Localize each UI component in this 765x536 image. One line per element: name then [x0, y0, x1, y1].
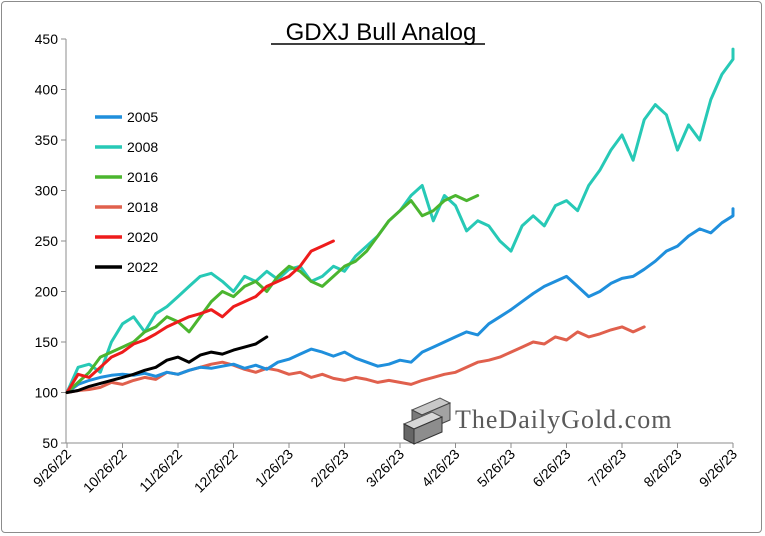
x-tick-label: 4/26/23	[418, 446, 462, 490]
y-tick-label: 50	[42, 435, 58, 451]
legend-label-2022: 2022	[127, 259, 158, 275]
series-line-2016	[65, 194, 480, 394]
x-tick-label: 9/26/22	[30, 446, 74, 490]
x-tick-label: 10/26/22	[80, 446, 130, 496]
x-tick-label: 2/26/23	[307, 446, 351, 490]
legend-label-2018: 2018	[127, 199, 158, 215]
x-axis: 9/26/22 10/26/22 11/26/22 12/26/22 1/26/23 2/…	[30, 442, 740, 496]
legend-label-2020: 2020	[127, 229, 158, 245]
x-tick-label: 9/26/23	[696, 446, 740, 490]
x-tick-label: 3/26/23	[363, 446, 407, 490]
series-line-2005	[65, 207, 735, 394]
y-tick-label: 200	[35, 284, 59, 300]
x-tick-label: 1/26/23	[252, 446, 296, 490]
x-tick-label: 7/26/23	[585, 446, 629, 490]
gold-bars-logo-icon	[402, 397, 452, 445]
y-tick-label: 450	[35, 31, 59, 47]
x-tick-label: 11/26/22	[136, 446, 185, 495]
legend-label-2008: 2008	[127, 139, 158, 155]
series-lines	[65, 47, 735, 394]
y-tick-label: 150	[35, 334, 59, 350]
legend-label-2005: 2005	[127, 109, 158, 125]
watermark-text: TheDailyGold.com	[455, 405, 672, 434]
series-line-2008	[65, 47, 735, 394]
y-tick-label: 300	[35, 183, 59, 199]
x-tick-label: 8/26/23	[640, 446, 684, 490]
y-axis: 50 100 150 200 250 300 350 400 450	[35, 31, 67, 451]
chart-title: GDXJ Bull Analog	[286, 19, 477, 46]
x-tick-label: 5/26/23	[474, 446, 518, 490]
y-tick-label: 250	[35, 233, 59, 249]
watermark: TheDailyGold.com	[402, 397, 672, 445]
series-line-2022	[65, 335, 269, 394]
x-tick-label: 6/26/23	[529, 446, 573, 490]
y-tick-label: 400	[35, 82, 59, 98]
x-tick-label: 12/26/22	[191, 446, 241, 496]
legend-label-2016: 2016	[127, 169, 158, 185]
y-tick-label: 350	[35, 132, 59, 148]
y-tick-label: 100	[35, 385, 59, 401]
series-line-2020	[65, 239, 335, 394]
legend: 2005 2008 2016 2018 2020 2022	[95, 109, 158, 275]
